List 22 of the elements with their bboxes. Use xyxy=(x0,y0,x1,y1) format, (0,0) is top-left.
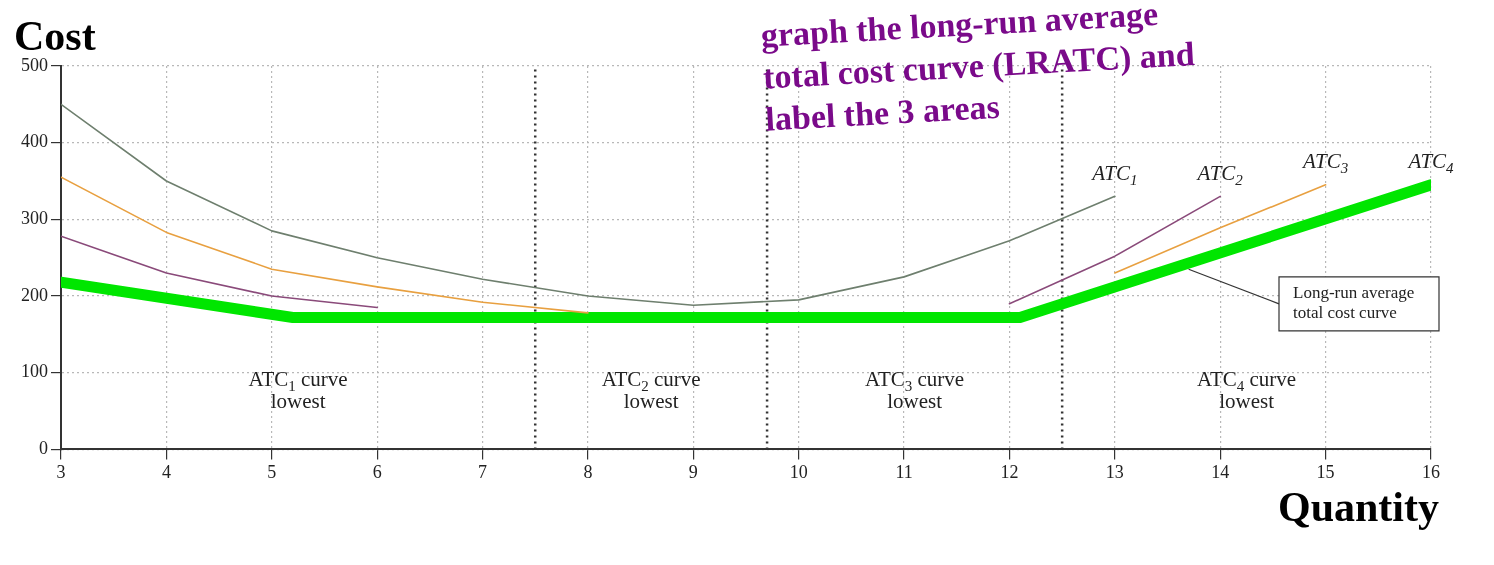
x-tick-label: 3 xyxy=(56,461,66,482)
x-tick-label: 9 xyxy=(688,461,698,482)
x-tick-label: 6 xyxy=(372,461,382,482)
x-tick-label: 8 xyxy=(583,461,593,482)
x-tick-label: 10 xyxy=(789,461,808,482)
y-tick-label: 300 xyxy=(21,208,48,229)
x-tick-label: 5 xyxy=(267,461,277,482)
x-tick-label: 7 xyxy=(478,461,488,482)
x-tick-label: 15 xyxy=(1316,461,1335,482)
x-tick-label: 14 xyxy=(1211,461,1230,482)
x-tick-label: 4 xyxy=(161,461,171,482)
y-tick-label: 0 xyxy=(39,438,48,459)
x-tick-label: 13 xyxy=(1105,461,1124,482)
x-axis-title: Quantity xyxy=(1277,484,1439,531)
annotation: Long-run average total cost curve xyxy=(1293,283,1415,323)
y-tick-label: 100 xyxy=(21,361,48,382)
x-tick-label: 11 xyxy=(895,461,913,482)
y-tick-label: 200 xyxy=(21,284,48,305)
x-tick-label: 16 xyxy=(1422,461,1440,482)
y-tick-label: 400 xyxy=(21,131,48,152)
x-tick-label: 12 xyxy=(1000,461,1019,482)
annotation: graph the long-run average total cost curve (LRATC) and label the 3 areas xyxy=(759,0,1196,138)
